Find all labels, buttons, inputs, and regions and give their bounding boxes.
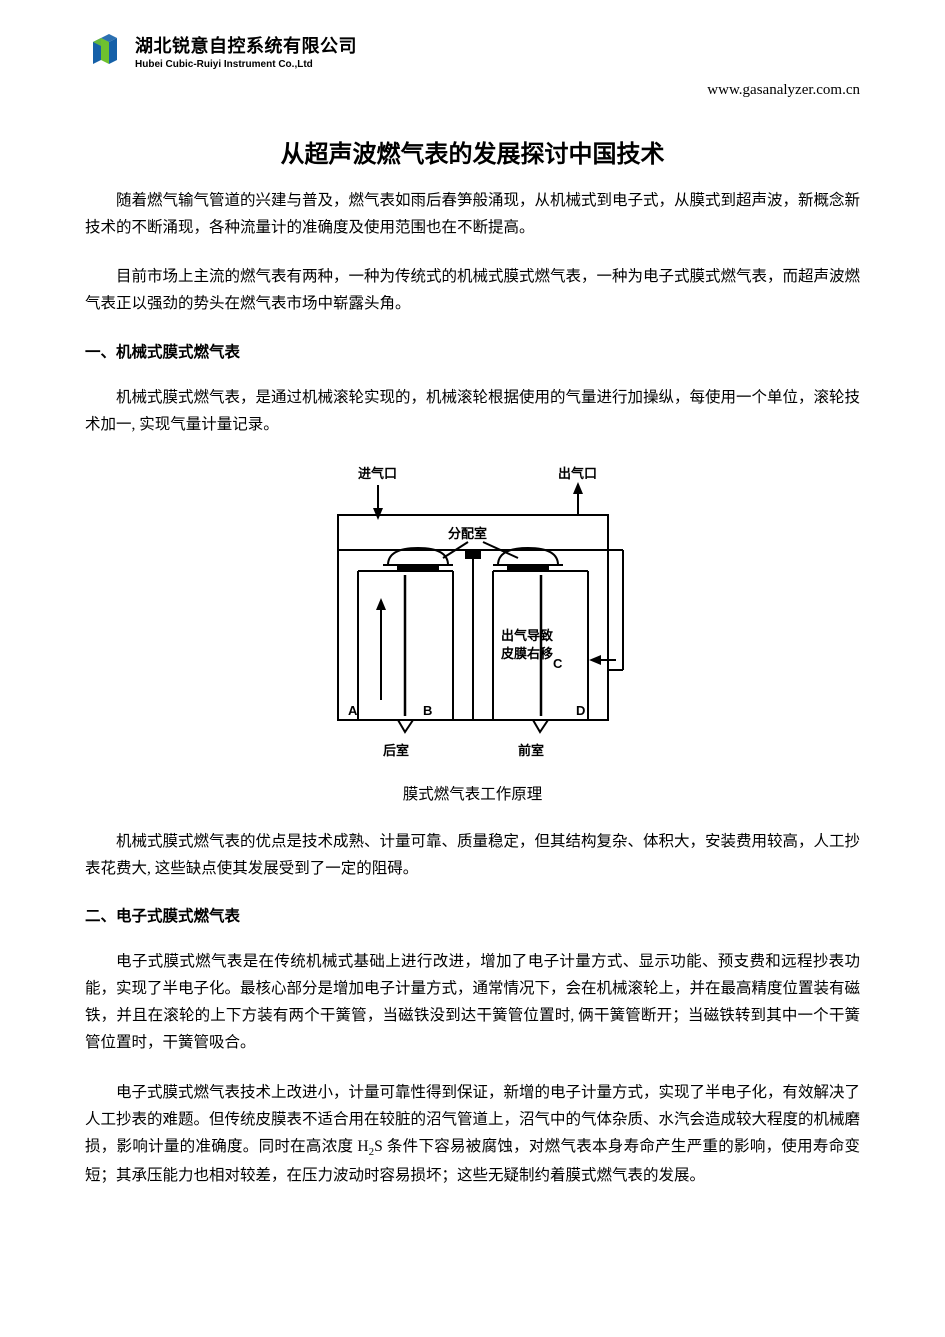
label-inlet: 进气口	[358, 466, 397, 481]
company-name-en: Hubei Cubic-Ruiyi Instrument Co.,Ltd	[135, 59, 357, 70]
label-outlet: 出气口	[558, 466, 597, 481]
label-d: D	[576, 703, 585, 718]
gas-meter-diagram: 进气口 出气口 分配室	[283, 460, 663, 770]
page-header: 湖北锐意自控系统有限公司 Hubei Cubic-Ruiyi Instrumen…	[85, 30, 860, 99]
document-title: 从超声波燃气表的发展探讨中国技术	[85, 134, 860, 169]
label-back-chamber: 后室	[383, 743, 409, 758]
diagram-container: 进气口 出气口 分配室	[85, 460, 860, 770]
section1-paragraph-1: 机械式膜式燃气表，是通过机械滚轮实现的，机械滚轮根据使用的气量进行加操纵，每使用…	[85, 384, 860, 438]
label-a: A	[348, 703, 358, 718]
website-url: www.gasanalyzer.com.cn	[707, 82, 860, 99]
company-name-cn: 湖北锐意自控系统有限公司	[135, 32, 357, 58]
label-b: B	[423, 703, 432, 718]
label-gas-text1: 出气导致	[501, 628, 554, 643]
intro-paragraph-2: 目前市场上主流的燃气表有两种，一种为传统式的机械式膜式燃气表，一种为电子式膜式燃…	[85, 263, 860, 317]
company-logo-icon	[85, 30, 127, 72]
label-gas-text2: 皮膜右移	[500, 646, 553, 661]
section2-paragraph-1: 电子式膜式燃气表是在传统机械式基础上进行改进，增加了电子计量方式、显示功能、预支…	[85, 948, 860, 1057]
section1-paragraph-2: 机械式膜式燃气表的优点是技术成熟、计量可靠、质量稳定，但其结构复杂、体积大，安装…	[85, 828, 860, 882]
intro-paragraph-1: 随着燃气输气管道的兴建与普及，燃气表如雨后春笋般涌现，从机械式到电子式，从膜式到…	[85, 187, 860, 241]
section-heading-2: 二、电子式膜式燃气表	[85, 904, 860, 926]
diagram-caption: 膜式燃气表工作原理	[85, 782, 860, 804]
section2-paragraph-2: 电子式膜式燃气表技术上改进小，计量可靠性得到保证，新增的电子计量方式，实现了半电…	[85, 1079, 860, 1190]
label-distribution: 分配室	[448, 526, 487, 541]
label-c: C	[553, 656, 563, 671]
company-text: 湖北锐意自控系统有限公司 Hubei Cubic-Ruiyi Instrumen…	[135, 32, 357, 70]
section-heading-1: 一、机械式膜式燃气表	[85, 340, 860, 362]
label-front-chamber: 前室	[518, 743, 544, 758]
logo-area: 湖北锐意自控系统有限公司 Hubei Cubic-Ruiyi Instrumen…	[85, 30, 357, 72]
